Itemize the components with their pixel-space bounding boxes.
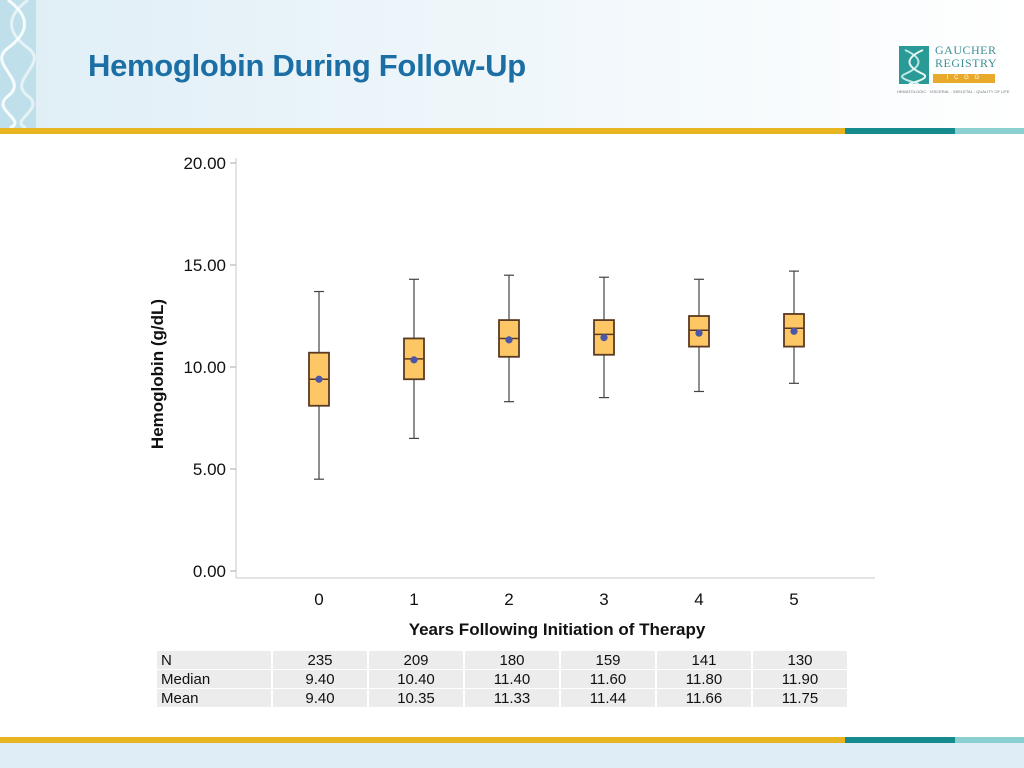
y-tick-label: 5.00 xyxy=(193,460,226,479)
box-3 xyxy=(593,276,615,399)
table-cell: 141 xyxy=(657,651,751,669)
x-tick-label: 5 xyxy=(789,590,798,609)
table-row: N 235 209 180 159 141 130 xyxy=(157,651,847,669)
y-tick-label: 15.00 xyxy=(183,256,226,275)
x-tick-label: 4 xyxy=(694,590,703,609)
table-cell: 11.80 xyxy=(657,670,751,688)
logo-name-line1: GAUCHER xyxy=(935,43,997,57)
summary-table: N 235 209 180 159 141 130 Median 9.40 10.40 11.40 1… xyxy=(155,650,849,708)
box-5 xyxy=(783,270,805,384)
slide-header: Hemoglobin During Follow-Up GAUCHER REGI… xyxy=(0,0,1024,128)
row-label: Mean xyxy=(157,689,271,707)
mean-marker xyxy=(695,329,703,337)
table-cell: 235 xyxy=(273,651,367,669)
table-cell: 11.60 xyxy=(561,670,655,688)
mean-marker xyxy=(600,334,608,342)
table-cell: 159 xyxy=(561,651,655,669)
table-cell: 10.35 xyxy=(369,689,463,707)
mean-marker xyxy=(315,375,323,383)
table-cell: 11.90 xyxy=(753,670,847,688)
mean-marker xyxy=(505,336,513,344)
table-cell: 10.40 xyxy=(369,670,463,688)
table-row: Median 9.40 10.40 11.40 11.60 11.80 11.90 xyxy=(157,670,847,688)
page-title: Hemoglobin During Follow-Up xyxy=(88,48,526,83)
table-row: Mean 9.40 10.35 11.33 11.44 11.66 11.75 xyxy=(157,689,847,707)
x-axis-title: Years Following Initiation of Therapy xyxy=(409,620,706,639)
y-tick-label: 20.00 xyxy=(183,154,226,173)
footer-divider xyxy=(0,737,1024,743)
y-tick-label: 0.00 xyxy=(193,562,226,581)
logo-name-line2: REGISTRY xyxy=(935,56,998,70)
y-axis-title: Hemoglobin (g/dL) xyxy=(148,299,167,449)
table-cell: 130 xyxy=(753,651,847,669)
table-cell: 11.44 xyxy=(561,689,655,707)
header-divider xyxy=(0,128,1024,134)
y-tick-label: 10.00 xyxy=(183,358,226,377)
gaucher-registry-logo: GAUCHER REGISTRY I C G G HEMATOLOGIC · V… xyxy=(895,42,1010,100)
x-tick-label: 0 xyxy=(314,590,323,609)
table-cell: 180 xyxy=(465,651,559,669)
boxplot-chart: 0.00 5.00 10.00 15.00 20.00 0 1 2 3 4 5 Years Foll… xyxy=(148,154,875,639)
logo-name: GAUCHER REGISTRY xyxy=(935,44,997,70)
row-label: N xyxy=(157,651,271,669)
mean-marker xyxy=(790,327,798,335)
table-cell: 11.75 xyxy=(753,689,847,707)
logo-bar: I C G G xyxy=(933,74,995,83)
table-cell: 9.40 xyxy=(273,689,367,707)
box-4 xyxy=(688,278,710,393)
dna-helix-icon xyxy=(0,0,36,128)
table-cell: 11.33 xyxy=(465,689,559,707)
x-tick-label: 2 xyxy=(504,590,513,609)
logo-tagline: HEMATOLOGIC · VISCERAL · SKELETAL · QUAL… xyxy=(897,89,1010,94)
row-label: Median xyxy=(157,670,271,688)
slide-footer xyxy=(0,743,1024,768)
logo-emblem-icon xyxy=(899,46,929,85)
table-cell: 11.66 xyxy=(657,689,751,707)
table-cell: 9.40 xyxy=(273,670,367,688)
x-tick-label: 1 xyxy=(409,590,418,609)
x-tick-label: 3 xyxy=(599,590,608,609)
table-cell: 11.40 xyxy=(465,670,559,688)
box-0 xyxy=(308,290,330,480)
table-cell: 209 xyxy=(369,651,463,669)
box-1 xyxy=(403,278,425,439)
mean-marker xyxy=(410,356,418,364)
box-2 xyxy=(498,274,520,403)
